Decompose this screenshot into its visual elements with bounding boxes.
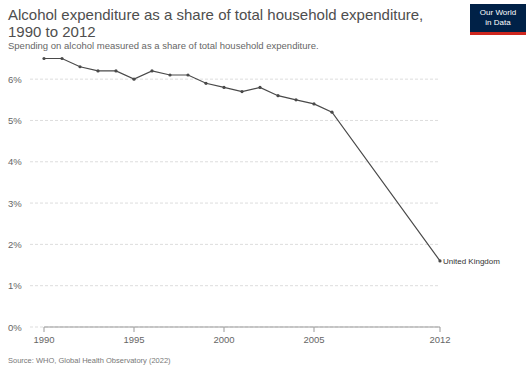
- title: Alcohol expenditure as a share of total …: [8, 6, 423, 40]
- series-label: United Kingdom: [443, 257, 500, 266]
- grid-line: [30, 203, 440, 204]
- y-tick-label: 0%: [8, 322, 22, 333]
- y-tick-label: 5%: [8, 115, 22, 126]
- logo-line: in Data: [485, 18, 511, 27]
- source: Source: WHO, Global Health Observatory (…: [8, 356, 171, 365]
- y-tick-label: 4%: [8, 156, 22, 167]
- x-tick-label: 2000: [213, 334, 234, 345]
- point: [240, 90, 243, 93]
- title-line: Alcohol expenditure as a share of total …: [8, 6, 423, 23]
- x-tick: [224, 327, 225, 332]
- x-axis: [44, 327, 440, 328]
- point: [114, 69, 117, 72]
- title-line: 1990 to 2012: [8, 23, 96, 40]
- y-tick-label: 2%: [8, 239, 22, 250]
- grid-line: [30, 120, 440, 121]
- logo-line: Our World: [480, 8, 516, 17]
- grid-line: [30, 285, 440, 286]
- point: [330, 111, 333, 114]
- grid-line: [30, 79, 440, 80]
- point: [186, 73, 189, 76]
- logo-box: [470, 4, 526, 35]
- x-tick: [314, 327, 315, 332]
- point: [150, 69, 153, 72]
- x-tick: [440, 327, 441, 332]
- point: [276, 94, 279, 97]
- point: [78, 65, 81, 68]
- point: [42, 57, 45, 60]
- point: [168, 73, 171, 76]
- point: [294, 98, 297, 101]
- point: [204, 82, 207, 85]
- grid-line: [30, 161, 440, 162]
- logo: Our Worldin Data: [470, 4, 526, 35]
- point: [222, 86, 225, 89]
- x-tick: [134, 327, 135, 332]
- logo-bar: [470, 32, 526, 35]
- point: [60, 57, 63, 60]
- y-tick-label: 6%: [8, 74, 22, 85]
- x-tick-label: 1990: [33, 334, 54, 345]
- subtitle: Spending on alcohol measured as a share …: [8, 40, 319, 51]
- point: [96, 69, 99, 72]
- y-tick-label: 3%: [8, 198, 22, 209]
- y-tick-label: 1%: [8, 280, 22, 291]
- grid-line: [30, 327, 440, 328]
- x-tick-label: 2005: [303, 334, 324, 345]
- background: [0, 0, 531, 375]
- point: [438, 259, 441, 262]
- x-tick-label: 1995: [123, 334, 144, 345]
- x-tick-label: 2012: [429, 334, 450, 345]
- point: [132, 78, 135, 81]
- grid-line: [30, 244, 440, 245]
- series-line: [44, 59, 440, 261]
- chart: Our Worldin Data Alcohol expenditure as a…: [0, 0, 531, 375]
- point: [312, 102, 315, 105]
- point: [258, 86, 261, 89]
- logo-text: Our Worldin Data: [480, 8, 516, 27]
- x-tick: [44, 327, 45, 332]
- plot-area: [42, 57, 441, 263]
